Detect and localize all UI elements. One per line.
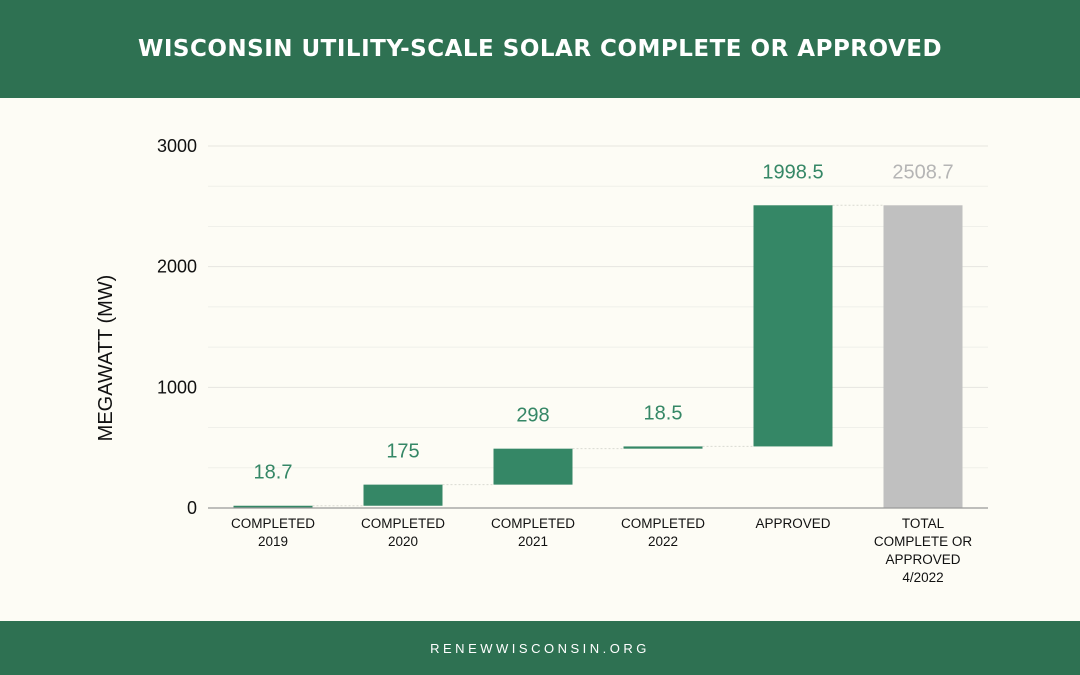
y-tick-label: 1000	[157, 377, 197, 397]
grid-lines	[208, 145, 988, 469]
y-tick-label: 3000	[157, 136, 197, 156]
category-label: COMPLETED 2022	[621, 516, 705, 549]
y-axis-label: MEGAWATT (MW)	[95, 275, 117, 442]
category-label: APPROVED	[755, 516, 830, 531]
footer-link[interactable]: RENEWWISCONSIN.ORG	[430, 640, 650, 656]
bar-value-label: 175	[386, 441, 419, 463]
bar-value-label: 18.5	[644, 402, 683, 424]
bar-value-label: 298	[516, 405, 549, 427]
bar-value-label: 18.7	[254, 462, 293, 484]
category-label: COMPLETED 2019	[231, 516, 315, 549]
category-labels: COMPLETED 2019 COMPLETED 2020 COMPLETED 2021 C…	[231, 516, 972, 585]
bar-increment	[363, 484, 443, 506]
page-title: WISCONSIN UTILITY-SCALE SOLAR COMPLETE O…	[137, 36, 943, 62]
bar-increment	[753, 205, 833, 447]
data-labels: 18.7 175 298 18.5 1998.5 2508.7	[254, 161, 954, 483]
bar-increment	[623, 446, 703, 449]
bar-total	[883, 205, 963, 508]
footer-bar: RENEWWISCONSIN.ORG	[0, 621, 1080, 675]
header-bar: WISCONSIN UTILITY-SCALE SOLAR COMPLETE O…	[0, 0, 1080, 98]
category-label: TOTAL COMPLETE OR APPROVED 4/2022	[874, 516, 973, 585]
category-label: COMPLETED 2020	[361, 516, 445, 549]
y-tick-label: 0	[187, 498, 197, 518]
y-axis-ticks: 0 1000 2000 3000	[157, 136, 197, 518]
waterfall-chart: 0 1000 2000 3000 18.7 175 298 18.5 1998.5 2508.7…	[95, 136, 988, 585]
bar-increment	[233, 505, 313, 508]
category-label: COMPLETED 2021	[491, 516, 575, 549]
bar-value-label: 1998.5	[762, 161, 823, 183]
connector-lines	[312, 204, 884, 507]
y-tick-label: 2000	[157, 257, 197, 277]
bars	[233, 205, 963, 508]
bar-increment	[493, 448, 573, 485]
bar-value-label: 2508.7	[892, 161, 953, 183]
